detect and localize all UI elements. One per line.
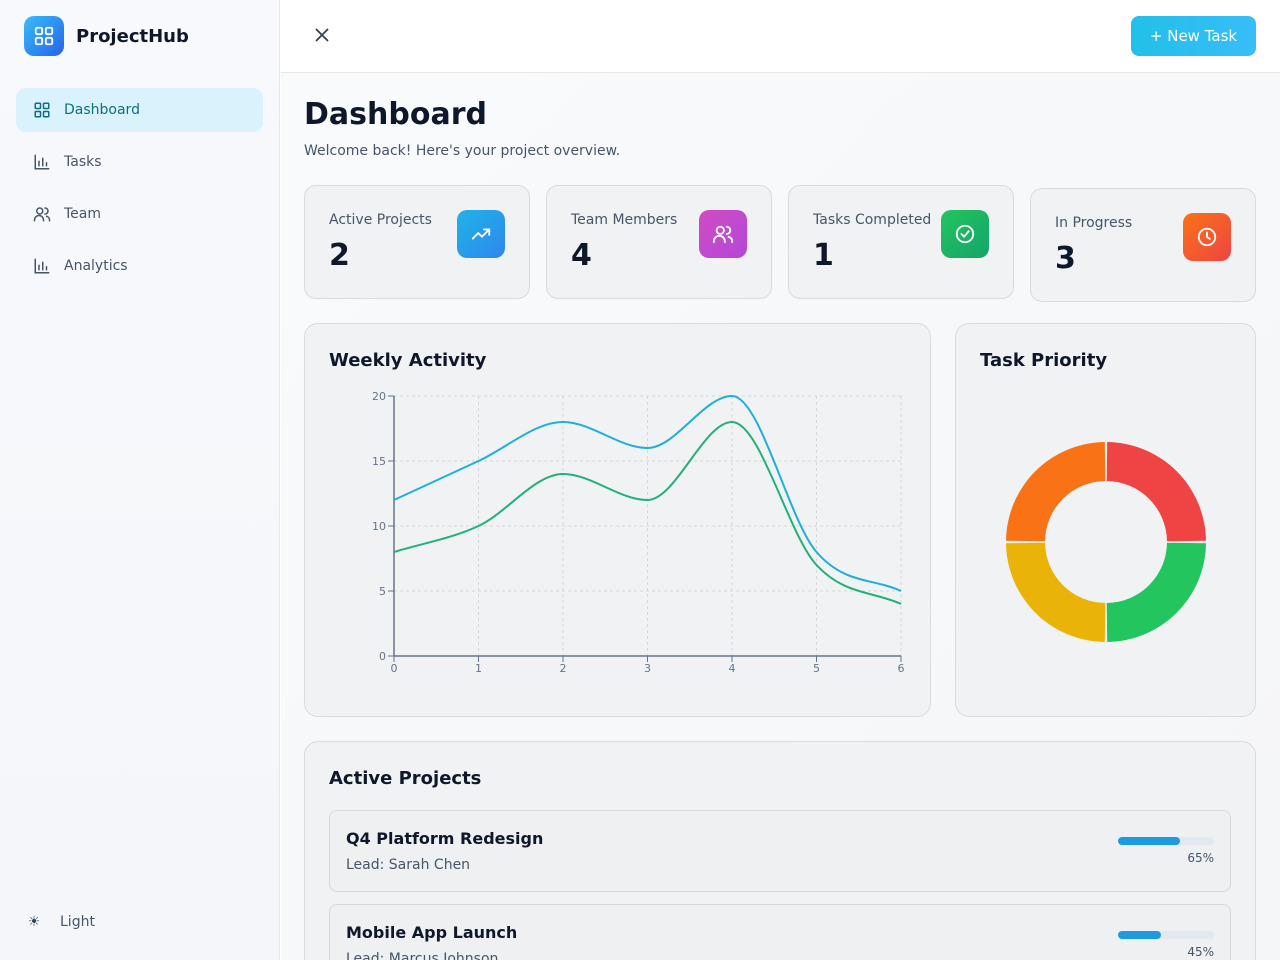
main-content: Dashboard Welcome back! Here's your proj… (281, 73, 1280, 960)
stat-value: 2 (329, 238, 350, 273)
topbar: + New Task (281, 0, 1280, 73)
panel-title: Task Priority (980, 350, 1108, 371)
pie-slice-1[interactable] (1106, 542, 1206, 642)
series-line-0 (393, 394, 902, 592)
progress-bar (1118, 837, 1214, 845)
sidebar-item-label: Analytics (64, 258, 128, 274)
progress-bar (1118, 931, 1214, 939)
y-tick-label: 20 (372, 390, 386, 403)
stat-value: 1 (813, 238, 834, 273)
grid-icon (24, 16, 64, 56)
sidebar-item-label: Tasks (64, 154, 102, 170)
stat-label: Team Members (571, 212, 678, 228)
y-tick-label: 10 (372, 520, 386, 533)
stat-label: Active Projects (329, 212, 432, 228)
active-projects-panel: Active Projects Q4 Platform Redesign Lea… (304, 741, 1256, 960)
sidebar-item-label: Team (64, 206, 102, 222)
users-icon (699, 210, 747, 258)
x-tick-label: 3 (644, 662, 651, 675)
page-subtitle: Welcome back! Here's your project overvi… (304, 143, 621, 159)
pie-slice-2[interactable] (1006, 542, 1106, 642)
stat-value: 4 (571, 238, 592, 273)
stat-card-active-projects: Active Projects 2 (304, 185, 530, 299)
sidebar-item-analytics[interactable]: Analytics (16, 244, 263, 288)
sun-icon: ☀ (27, 914, 41, 930)
page-title: Dashboard (304, 97, 487, 132)
grid-icon (32, 100, 52, 120)
x-tick-label: 4 (729, 662, 736, 675)
x-tick-label: 6 (898, 662, 905, 675)
theme-toggle-label: Light (60, 914, 95, 930)
brand[interactable]: ProjectHub (24, 16, 189, 56)
weekly-activity-panel: Weekly Activity 0 5 10 15 20 0 1 2 3 4 5 6 (304, 323, 931, 717)
sidebar-nav: Dashboard Tasks Team (16, 88, 263, 296)
series-line-1 (393, 420, 902, 605)
x-tick-label: 0 (391, 662, 398, 675)
panel-title: Weekly Activity (329, 350, 487, 371)
stat-value: 3 (1055, 241, 1076, 276)
y-tick-label: 0 (379, 650, 386, 663)
bar-chart-icon (32, 256, 52, 276)
stat-card-in-progress: In Progress 3 (1030, 188, 1256, 302)
theme-toggle[interactable]: ☀ Light (24, 906, 95, 938)
task-priority-panel: Task Priority (955, 323, 1256, 717)
sidebar-item-label: Dashboard (64, 102, 140, 118)
project-name: Mobile App Launch (346, 923, 518, 942)
x-tick-label: 1 (475, 662, 482, 675)
stat-label: Tasks Completed (813, 212, 932, 228)
sidebar-item-tasks[interactable]: Tasks (16, 140, 263, 184)
sidebar-item-team[interactable]: Team (16, 192, 263, 236)
progress-label: 45% (1187, 945, 1214, 959)
progress-label: 65% (1187, 851, 1214, 865)
pie-slice-3[interactable] (1006, 442, 1106, 542)
pie-slice-0[interactable] (1106, 442, 1206, 542)
project-card[interactable]: Mobile App Launch Lead: Marcus Johnson 4… (329, 904, 1231, 960)
y-tick-label: 15 (372, 455, 386, 468)
stat-label: In Progress (1055, 215, 1133, 231)
clock-icon (1183, 213, 1231, 261)
bar-chart-icon (32, 152, 52, 172)
trending-up-icon (457, 210, 505, 258)
stat-card-team-members: Team Members 4 (546, 185, 772, 299)
y-tick-label: 5 (379, 585, 386, 598)
project-lead: Lead: Sarah Chen (346, 857, 471, 873)
project-lead: Lead: Marcus Johnson (346, 951, 499, 960)
project-name: Q4 Platform Redesign (346, 829, 544, 848)
sidebar: ProjectHub Dashboard Tasks (0, 0, 280, 960)
progress-fill (1118, 931, 1162, 939)
progress-fill (1118, 837, 1181, 845)
x-tick-label: 2 (560, 662, 567, 675)
users-icon (32, 204, 52, 224)
stat-card-tasks-completed: Tasks Completed 1 (788, 185, 1014, 299)
panel-title: Active Projects (329, 768, 482, 789)
task-priority-chart (1006, 442, 1206, 642)
close-icon[interactable] (311, 24, 333, 46)
x-tick-label: 5 (813, 662, 820, 675)
sidebar-item-dashboard[interactable]: Dashboard (16, 88, 263, 132)
check-circle-icon (941, 210, 989, 258)
app-name: ProjectHub (76, 25, 189, 47)
new-task-button[interactable]: + New Task (1131, 16, 1256, 56)
project-card[interactable]: Q4 Platform Redesign Lead: Sarah Chen 65… (329, 810, 1231, 892)
weekly-activity-chart: 0 5 10 15 20 0 1 2 3 4 5 6 (372, 390, 905, 675)
